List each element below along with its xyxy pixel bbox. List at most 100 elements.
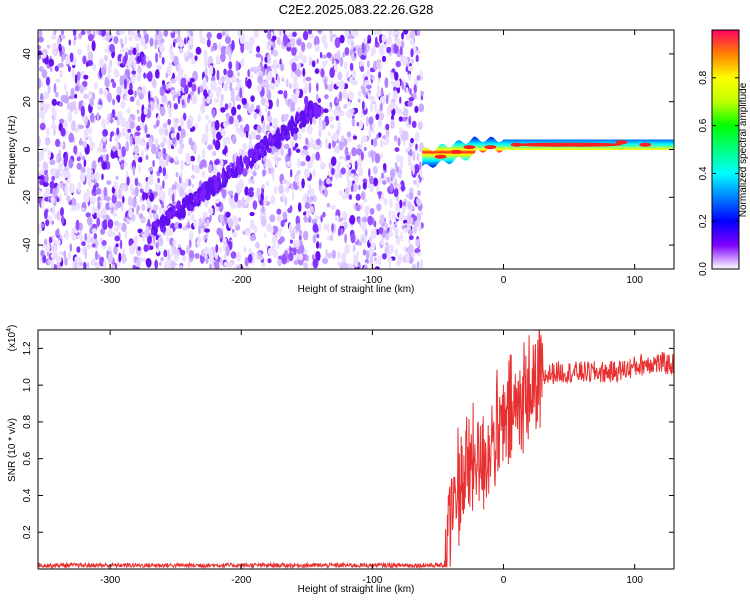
noise-blob xyxy=(358,184,361,191)
noise-blob xyxy=(223,82,229,92)
noise-blob xyxy=(207,207,214,215)
noise-blob xyxy=(308,30,312,35)
noise-blob xyxy=(89,195,96,205)
noise-blob xyxy=(188,137,193,146)
noise-blob xyxy=(53,30,57,35)
noise-blob xyxy=(377,254,382,266)
noise-blob xyxy=(396,235,401,246)
noise-blob xyxy=(130,30,135,37)
noise-blob xyxy=(208,55,213,66)
noise-blob xyxy=(40,223,45,228)
noise-blob xyxy=(344,187,350,195)
noise-blob xyxy=(329,30,333,35)
track-blob xyxy=(233,171,239,179)
noise-blob xyxy=(85,212,91,218)
noise-blob xyxy=(349,62,354,71)
noise-blob xyxy=(81,241,86,246)
noise-blob xyxy=(154,38,157,50)
noise-blob xyxy=(388,231,394,237)
noise-blob xyxy=(143,107,148,116)
noise-blob xyxy=(95,187,102,195)
noise-blob xyxy=(194,253,200,259)
noise-blob xyxy=(56,197,60,203)
noise-blob xyxy=(91,160,97,171)
noise-blob xyxy=(181,99,185,106)
noise-blob xyxy=(52,42,58,51)
noise-blob xyxy=(94,182,99,188)
noise-blob xyxy=(239,32,245,40)
noise-blob xyxy=(385,229,389,235)
noise-blob xyxy=(257,251,262,257)
noise-blob xyxy=(123,78,127,90)
noise-blob xyxy=(312,234,317,244)
track-blob xyxy=(152,220,159,227)
noise-blob xyxy=(45,103,51,110)
noise-blob xyxy=(378,44,385,56)
noise-blob xyxy=(295,223,301,232)
noise-blob xyxy=(92,184,96,193)
noise-blob xyxy=(95,171,100,182)
noise-blob xyxy=(100,228,105,235)
track-blob xyxy=(226,165,231,171)
noise-blob xyxy=(99,57,104,69)
track-blob xyxy=(224,170,228,179)
noise-blob xyxy=(77,181,81,192)
noise-blob xyxy=(170,132,175,139)
noise-blob xyxy=(385,94,389,105)
noise-blob xyxy=(112,98,116,106)
noise-blob xyxy=(38,45,41,50)
noise-blob xyxy=(416,199,422,207)
noise-blob xyxy=(101,66,107,76)
track-blob xyxy=(275,138,280,149)
noise-blob xyxy=(409,88,412,95)
noise-blob xyxy=(393,135,398,142)
track-blob xyxy=(283,129,288,137)
noise-blob xyxy=(238,264,242,269)
noise-blob xyxy=(367,183,371,188)
noise-blob xyxy=(338,190,344,196)
noise-blob xyxy=(110,131,113,139)
noise-blob xyxy=(337,251,341,260)
noise-blob xyxy=(394,78,401,88)
noise-blob xyxy=(328,115,335,122)
noise-blob xyxy=(408,192,414,200)
noise-blob xyxy=(361,42,365,54)
noise-blob xyxy=(107,92,112,103)
noise-blob xyxy=(329,106,332,112)
colorbar-tick-label: 0.6 xyxy=(698,118,709,132)
noise-blob xyxy=(329,67,335,79)
noise-blob xyxy=(163,30,169,37)
noise-blob xyxy=(377,132,382,138)
noise-blob xyxy=(140,112,146,123)
noise-blob xyxy=(255,162,259,169)
noise-blob xyxy=(76,162,82,170)
noise-blob xyxy=(286,160,292,168)
noise-blob xyxy=(91,243,96,248)
noise-blob xyxy=(117,95,121,103)
noise-blob xyxy=(345,155,351,161)
noise-blob xyxy=(360,221,367,232)
noise-blob xyxy=(163,249,168,258)
noise-blob xyxy=(139,188,144,193)
noise-blob xyxy=(320,214,323,223)
noise-blob xyxy=(120,100,126,109)
noise-blob xyxy=(147,218,151,226)
noise-blob xyxy=(303,168,310,179)
noise-blob xyxy=(165,72,169,78)
noise-blob xyxy=(72,30,77,37)
noise-blob xyxy=(392,223,396,231)
noise-blob xyxy=(126,108,131,114)
noise-blob xyxy=(374,266,380,269)
noise-blob xyxy=(420,90,424,96)
noise-blob xyxy=(168,61,172,68)
noise-blob xyxy=(376,85,380,94)
noise-blob xyxy=(308,184,311,189)
noise-blob xyxy=(269,214,276,223)
noise-blob xyxy=(81,207,86,212)
noise-blob xyxy=(46,251,49,257)
noise-blob xyxy=(293,73,298,84)
noise-blob xyxy=(158,165,163,174)
noise-blob xyxy=(267,247,274,256)
noise-blob xyxy=(412,179,418,185)
noise-blob xyxy=(227,69,234,78)
